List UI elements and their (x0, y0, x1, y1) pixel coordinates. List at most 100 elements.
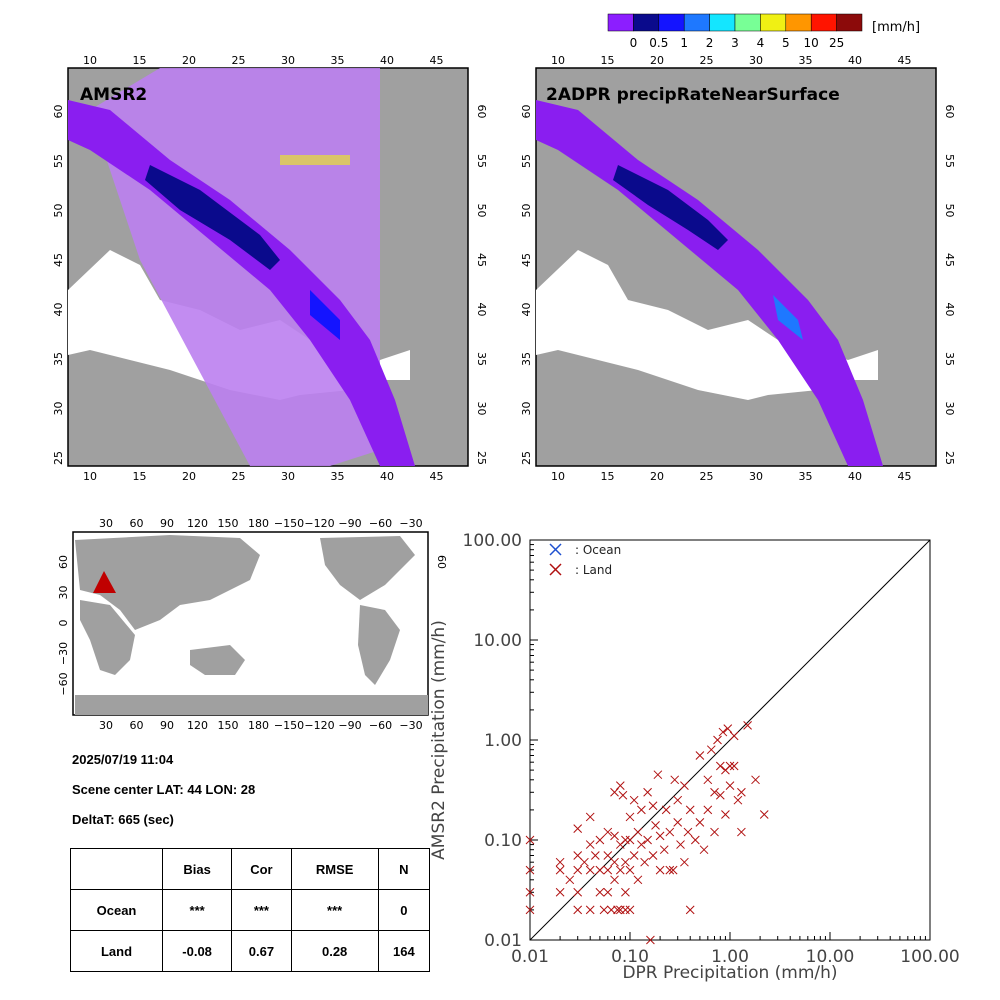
data-point (646, 935, 655, 945)
lat-tick-label: −60 (57, 672, 70, 695)
lat-tick-label: 30 (943, 402, 956, 416)
data-point (640, 857, 649, 867)
data-point (590, 851, 600, 860)
lat-tick-label: 50 (943, 204, 956, 218)
data-point (573, 865, 583, 875)
data-point (729, 761, 739, 771)
lat-tick-label: 40 (520, 303, 533, 317)
data-point (621, 887, 630, 897)
lat-tick-label: 55 (475, 154, 488, 168)
data-point (733, 795, 743, 805)
lon-tick-label: 60 (130, 517, 144, 530)
lat-tick-label: 35 (520, 352, 533, 366)
lat-tick-label: 30 (520, 402, 533, 416)
data-point (525, 835, 535, 845)
lat-tick-label: 60 (435, 555, 448, 569)
y-tick-label: 0.10 (484, 831, 522, 851)
data-point (659, 845, 669, 855)
data-point (690, 835, 700, 845)
table-header-cell: N (377, 848, 431, 890)
data-point (585, 905, 595, 915)
lat-tick-label: 45 (520, 253, 533, 267)
data-point (729, 731, 739, 741)
lon-tick-label: 45 (898, 470, 912, 483)
data-point (759, 810, 769, 819)
x-tick-label: 0.01 (511, 947, 549, 967)
data-point (629, 795, 639, 805)
data-point (670, 775, 680, 785)
data-point (665, 827, 675, 837)
cor-cell: *** (231, 889, 292, 931)
left-map-title: AMSR2 (80, 85, 147, 105)
right-map-title: 2ADPR precipRateNearSurface (546, 85, 840, 105)
colorbar-tick-label: 0 (630, 36, 638, 50)
data-point (725, 761, 735, 771)
lat-tick-label: 55 (943, 154, 956, 168)
heavy-rain-band (613, 165, 728, 250)
lon-tick-label: −60 (369, 517, 392, 530)
data-point (565, 875, 575, 885)
legend-marker (549, 543, 562, 556)
lon-tick-label: 35 (799, 54, 813, 67)
data-point (668, 865, 678, 875)
rain-cell (310, 290, 340, 340)
data-point (673, 818, 683, 827)
data-point (643, 787, 652, 797)
scatter-plot: 0.01 0.10 1.00 10.00 100.00 0.01 0.10 1.00 10.00… (429, 531, 960, 983)
data-point (615, 865, 625, 875)
data-point (706, 745, 716, 755)
lat-tick-label: 60 (57, 555, 70, 569)
data-point (615, 781, 625, 790)
data-point (713, 735, 722, 745)
lat-tick-label: 55 (52, 154, 65, 168)
lon-tick-label: 30 (281, 54, 295, 67)
right-map-ticks: 10 10 15 15 20 20 25 25 30 30 35 35 40 40 45 45 25 25 30 30… (520, 54, 956, 483)
x-tick-label: 10.00 (806, 947, 855, 967)
lon-tick-label: 150 (218, 719, 239, 732)
y-tick-label: 0.01 (484, 931, 522, 951)
lat-tick-label: 55 (520, 154, 533, 168)
lon-tick-label: 35 (331, 54, 345, 67)
lon-tick-label: 30 (281, 470, 295, 483)
data-point (629, 851, 639, 860)
lon-tick-label: 180 (248, 517, 269, 530)
data-point (723, 724, 733, 733)
heavy-rain-band (145, 165, 280, 270)
data-point (655, 865, 665, 875)
data-point (625, 905, 635, 915)
rmse-cell: *** (290, 889, 379, 931)
data-point (637, 840, 646, 849)
lat-tick-label: 50 (520, 204, 533, 218)
data-point (648, 801, 658, 811)
data-point (653, 770, 663, 780)
data-point (625, 865, 635, 875)
data-point (737, 787, 746, 797)
data-point (743, 721, 752, 730)
lon-tick-label: −90 (338, 719, 361, 732)
lon-tick-label: 10 (551, 470, 565, 483)
colorbar-box (836, 13, 863, 32)
colorbar-box (810, 13, 837, 32)
data-point (621, 857, 630, 867)
lon-tick-label: 60 (130, 719, 144, 732)
data-point (621, 835, 630, 845)
lat-tick-label: 40 (943, 303, 956, 317)
lon-tick-label: 15 (133, 54, 147, 67)
dpr-map: 2ADPR precipRateNearSurface 10 10 15 15 20 20… (520, 54, 956, 483)
x-tick-label: 100.00 (900, 947, 959, 967)
bias-cell: *** (162, 889, 233, 931)
data-point (676, 840, 685, 849)
lon-tick-label: 45 (430, 470, 444, 483)
colorbar-tick-label: 1 (680, 36, 688, 50)
scene-datetime: 2025/07/19 11:04 (72, 752, 174, 767)
legend: : Ocean: Land (549, 543, 621, 577)
data-point (603, 851, 613, 860)
lat-tick-label: 60 (52, 105, 65, 119)
colorbar-box (658, 13, 685, 32)
lon-tick-label: 35 (799, 470, 813, 483)
continents (75, 535, 428, 715)
lon-tick-label: 25 (700, 470, 714, 483)
data-point (585, 840, 595, 849)
n-cell: 164 (377, 930, 431, 972)
